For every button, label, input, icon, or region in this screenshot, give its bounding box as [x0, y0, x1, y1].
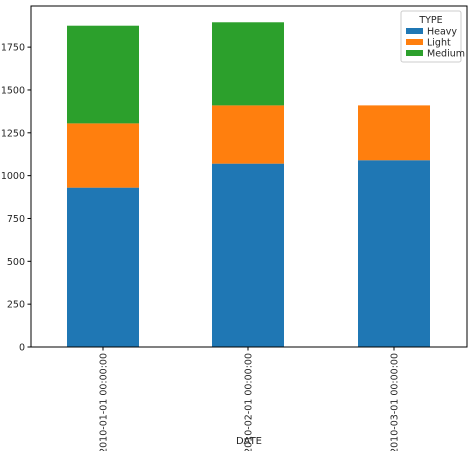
y-tick-label: 1750: [1, 43, 25, 54]
legend-swatch-light: [406, 39, 423, 45]
x-tick-label: 2010-03-01 00:00:00: [390, 353, 401, 451]
legend-swatch-heavy: [406, 28, 423, 34]
y-tick-label: 1250: [1, 128, 25, 139]
legend-swatch-medium: [406, 50, 423, 56]
bar-light-2: [212, 105, 284, 164]
x-tick-label: 2010-01-01 00:00:00: [99, 353, 110, 451]
y-axis: 0 250 500 750 1000 1250 1500 1750: [1, 43, 31, 354]
x-tick-label: 2010-02-01 00:00:00: [244, 353, 255, 451]
legend-label-heavy: Heavy: [427, 27, 457, 38]
bar-medium-1: [67, 25, 139, 124]
bars-group: [67, 22, 430, 347]
x-axis: 2010-01-01 00:00:00 2010-02-01 00:00:00 20…: [99, 347, 401, 451]
bar-heavy-3: [358, 160, 430, 347]
plot-frame: [30, 5, 468, 348]
bar-heavy-1: [67, 187, 139, 347]
y-tick-label: 0: [19, 343, 25, 354]
bar-medium-2: [212, 22, 284, 106]
legend-title: TYPE: [418, 15, 442, 26]
y-tick-label: 500: [7, 257, 25, 268]
legend-box: [400, 10, 462, 63]
y-tick-label: 250: [7, 300, 25, 311]
bar-heavy-2: [212, 163, 284, 347]
bar-light-3: [358, 105, 430, 161]
legend-label-light: Light: [427, 38, 451, 49]
y-tick-label: 750: [7, 214, 25, 225]
bar-light-1: [67, 123, 139, 188]
x-axis-label: DATE: [236, 436, 262, 447]
y-tick-label: 1000: [1, 171, 25, 182]
y-tick-label: 1500: [1, 85, 25, 96]
legend-label-medium: Medium: [427, 49, 465, 60]
